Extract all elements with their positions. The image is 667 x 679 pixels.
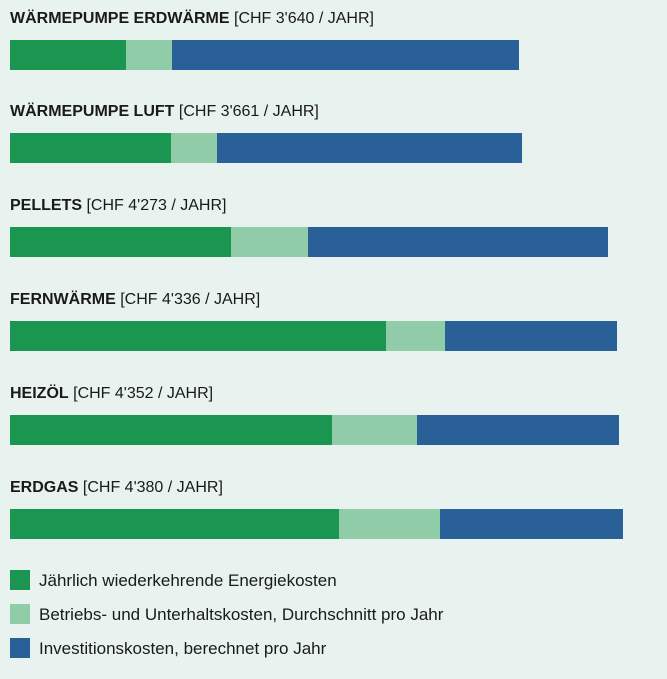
investitionskosten-segment [217, 133, 523, 163]
bar-row: WÄRMEPUMPE LUFT [CHF 3'661 / JAHR] [10, 103, 650, 163]
stacked-bar [10, 415, 650, 445]
investitionskosten-segment [439, 509, 623, 539]
category-label: ERDGAS [10, 479, 79, 496]
unterhaltskosten-segment [231, 227, 309, 257]
category-label: HEIZÖL [10, 385, 69, 402]
bar-category-title: HEIZÖL [CHF 4'352 / JAHR] [10, 385, 650, 403]
energiekosten-segment [10, 133, 171, 163]
legend-label: Betriebs- und Unterhaltskosten, Durchsch… [39, 605, 444, 624]
bar-category-title: PELLETS [CHF 4'273 / JAHR] [10, 197, 650, 215]
stacked-bar [10, 509, 650, 539]
category-total-label: [CHF 4'352 / JAHR] [73, 385, 214, 402]
bar-row: WÄRMEPUMPE ERDWÄRME [CHF 3'640 / JAHR] [10, 10, 650, 70]
bar-category-title: WÄRMEPUMPE ERDWÄRME [CHF 3'640 / JAHR] [10, 10, 650, 28]
category-label: WÄRMEPUMPE LUFT [10, 103, 175, 120]
category-total-label: [CHF 3'661 / JAHR] [178, 103, 319, 120]
unterhaltskosten-segment [331, 415, 418, 445]
stacked-bar [10, 133, 650, 163]
energiekosten-segment [10, 415, 332, 445]
legend-swatch [10, 570, 30, 590]
stacked-bar [10, 321, 650, 351]
energiekosten-segment [10, 40, 127, 70]
investitionskosten-segment [445, 321, 617, 351]
category-total-label: [CHF 4'336 / JAHR] [120, 291, 261, 308]
stacked-bar [10, 227, 650, 257]
legend-label: Jährlich wiederkehrende Energiekosten [39, 571, 337, 590]
unterhaltskosten-segment [386, 321, 446, 351]
bar-category-title: WÄRMEPUMPE LUFT [CHF 3'661 / JAHR] [10, 103, 650, 121]
category-total-label: [CHF 4'380 / JAHR] [82, 479, 223, 496]
legend-label: Investitionskosten, berechnet pro Jahr [39, 639, 327, 658]
investitionskosten-segment [308, 227, 608, 257]
investitionskosten-segment [172, 40, 520, 70]
category-label: WÄRMEPUMPE ERDWÄRME [10, 10, 230, 27]
category-total-label: [CHF 3'640 / JAHR] [234, 10, 374, 27]
bar-category-title: FERNWÄRME [CHF 4'336 / JAHR] [10, 291, 650, 309]
bar-category-title: ERDGAS [CHF 4'380 / JAHR] [10, 479, 650, 497]
stacked-bar [10, 40, 650, 70]
unterhaltskosten-segment [126, 40, 173, 70]
energiekosten-segment [10, 321, 387, 351]
bar-row: ERDGAS [CHF 4'380 / JAHR] [10, 479, 650, 539]
energiekosten-segment [10, 227, 232, 257]
legend-swatch [10, 638, 30, 658]
legend-swatch [10, 604, 30, 624]
investitionskosten-segment [417, 415, 619, 445]
bar-row: HEIZÖL [CHF 4'352 / JAHR] [10, 385, 650, 445]
category-label: PELLETS [10, 197, 83, 214]
category-label: FERNWÄRME [10, 291, 116, 308]
category-total-label: [CHF 4'273 / JAHR] [86, 197, 227, 214]
bar-row: PELLETS [CHF 4'273 / JAHR] [10, 197, 650, 257]
unterhaltskosten-segment [170, 133, 218, 163]
unterhaltskosten-segment [338, 509, 440, 539]
energiekosten-segment [10, 509, 339, 539]
bar-row: FERNWÄRME [CHF 4'336 / JAHR] [10, 291, 650, 351]
